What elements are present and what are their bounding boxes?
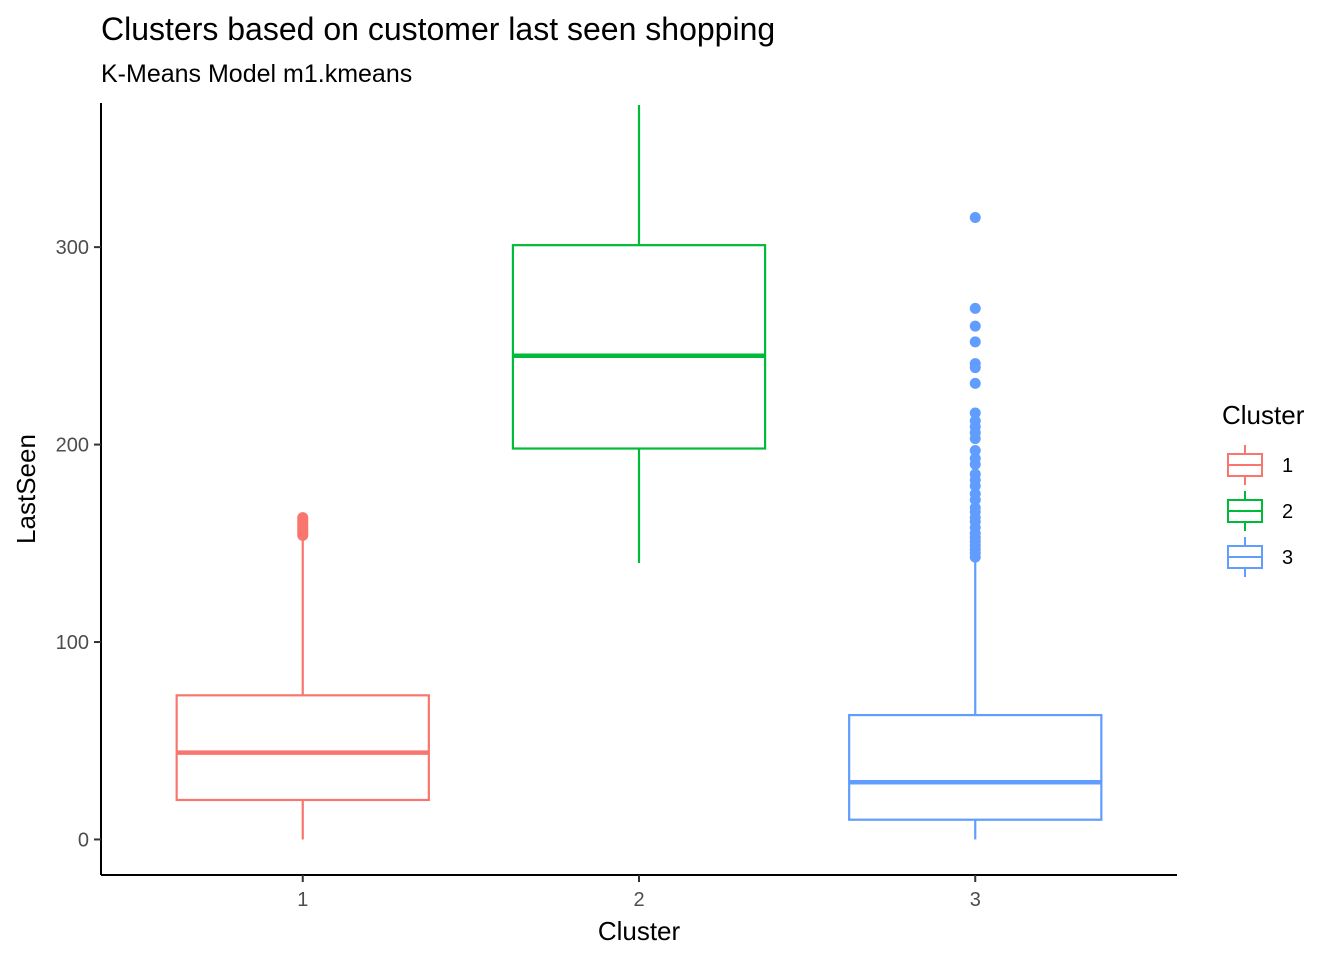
outlier-point: [969, 377, 981, 389]
legend-key-2: [1227, 491, 1263, 531]
x-tick-label: 3: [970, 889, 981, 911]
y-axis-title: LastSeen: [11, 434, 41, 544]
box-iqr: [175, 694, 430, 802]
x-tick-label: 2: [633, 889, 644, 911]
box-iqr: [848, 713, 1103, 821]
y-axis-ticks: 0 100 200 300: [56, 237, 101, 851]
y-tick-label: 0: [78, 829, 89, 851]
y-tick-label: 300: [56, 237, 89, 259]
outlier-point: [969, 302, 981, 314]
outlier-point: [969, 502, 981, 514]
y-tick-label: 100: [56, 632, 89, 654]
x-axis-ticks: 1 2 3: [297, 875, 981, 911]
outlier-point: [969, 444, 981, 456]
outlier-point: [969, 415, 981, 427]
chart-title: Clusters based on customer last seen sho…: [101, 11, 775, 47]
outlier-point: [969, 320, 981, 332]
legend-key-1: [1227, 445, 1263, 485]
box-group-cluster-3: [848, 212, 1103, 840]
box-group-cluster-1: [175, 512, 430, 840]
outlier-point: [969, 468, 981, 480]
legend-key-3: [1227, 537, 1263, 577]
outlier-point: [297, 512, 309, 524]
outlier-point: [969, 336, 981, 348]
outlier-point: [969, 488, 981, 500]
x-tick-label: 1: [297, 889, 308, 911]
y-tick-label: 200: [56, 435, 89, 457]
legend-label: 1: [1282, 455, 1293, 477]
outlier-point: [969, 407, 981, 419]
box-iqr: [511, 244, 767, 450]
x-axis-title: Cluster: [598, 916, 681, 946]
legend-label: 2: [1282, 501, 1293, 523]
legend-label: 3: [1282, 547, 1293, 569]
plot-area: [175, 104, 1103, 840]
legend: Cluster 1 2 3: [1222, 400, 1305, 577]
chart-subtitle: K-Means Model m1.kmeans: [101, 60, 412, 88]
outlier-point: [969, 358, 981, 370]
outlier-point: [969, 452, 981, 464]
box-group-cluster-2: [511, 104, 767, 564]
legend-title: Cluster: [1222, 400, 1305, 430]
outlier-point: [969, 212, 981, 224]
